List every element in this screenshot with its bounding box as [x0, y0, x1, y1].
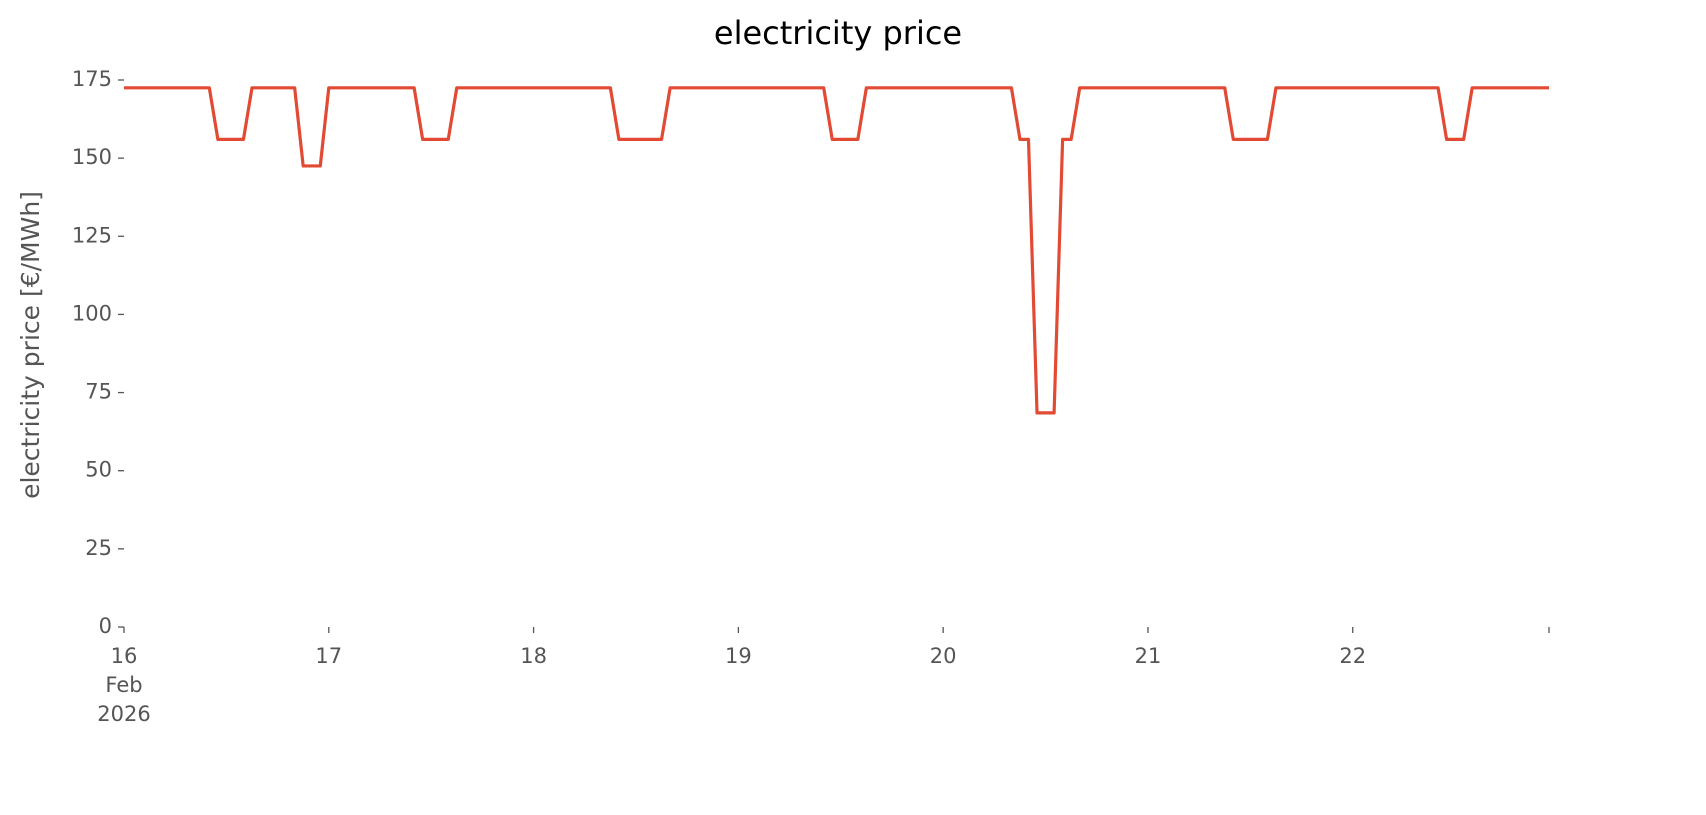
y-tick-label: 100 [72, 301, 112, 325]
chart-title: electricity price [714, 14, 962, 52]
x-tick-label: 17 [315, 644, 342, 668]
y-axis-label: electricity price [€/MWh] [16, 191, 45, 499]
x-tick-label: 19 [725, 644, 752, 668]
y-tick-label: 150 [72, 145, 112, 169]
x-tick-label: 18 [520, 644, 547, 668]
y-tick-label: 175 [72, 67, 112, 91]
x-tick-label: 21 [1135, 644, 1162, 668]
x-tick-label: 22 [1339, 644, 1366, 668]
y-tick-label: 0 [99, 614, 112, 638]
x-tick-label: 16 Feb 2026 [97, 644, 150, 726]
y-tick-label: 125 [72, 223, 112, 247]
y-tick-label: 25 [85, 536, 112, 560]
x-tick-label: 20 [930, 644, 957, 668]
price-line [124, 86, 1549, 415]
y-tick-label: 50 [85, 458, 112, 482]
y-tick-label: 75 [85, 380, 112, 404]
